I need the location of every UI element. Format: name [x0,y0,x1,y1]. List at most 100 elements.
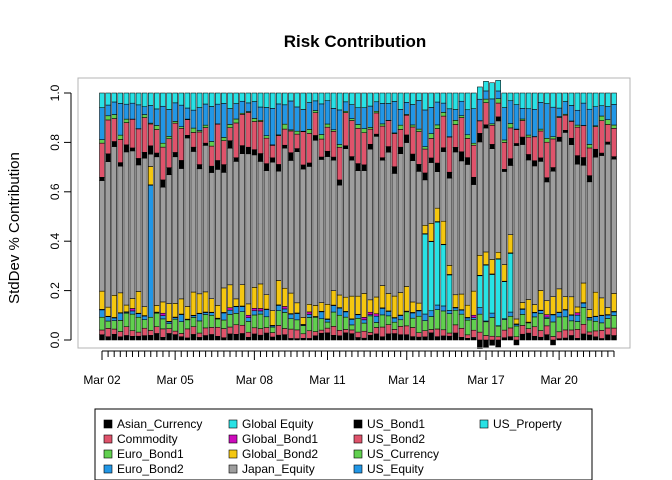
bar-segment [129,118,136,149]
bar-segment [580,324,587,335]
bar-segment [495,80,501,92]
bar-segment [471,329,477,338]
bar-segment [416,131,422,165]
bar-segment [239,311,245,326]
legend-item: US_Currency [353,447,439,461]
legend-swatch [228,434,238,444]
bar-stack [215,92,221,341]
bar-segment [330,159,337,291]
bar-stack [294,92,300,341]
bar-segment [135,316,142,333]
bar-segment [257,328,264,336]
bar-segment [269,336,276,341]
bar-segment [507,123,514,129]
bar-segment [367,334,373,341]
bar-stack [257,92,264,341]
bar-segment [525,134,532,138]
bar-segment [215,326,221,337]
bar-segment [263,107,270,136]
bar-segment [373,92,380,103]
bar-segment [202,335,209,341]
bar-segment [464,319,471,336]
bar-segment [416,310,422,317]
bar-segment [318,329,325,334]
bar-segment [306,166,313,305]
legend-item: Global_Bond2 [228,447,318,461]
legend-label: Asian_Currency [117,417,202,431]
bar-segment [312,335,319,341]
bar-segment [397,319,404,327]
bar-segment [367,105,373,128]
bar-segment [99,92,105,108]
bar-segment [251,101,258,119]
bar-segment [294,92,300,108]
bar-segment [245,303,252,316]
bar-segment [611,327,617,336]
bar-stack [263,92,270,341]
bar-segment [141,92,148,108]
bar-segment [397,326,404,335]
bar-segment [471,314,477,318]
bar-segment [330,326,337,336]
bar-segment [519,136,526,145]
bar-segment [446,177,453,266]
bar-segment [599,330,605,339]
bar-segment [477,339,483,350]
bar-segment [343,311,349,318]
bar-segment [495,258,501,327]
bar-segment [531,92,538,110]
bar-segment [592,126,599,150]
bar-segment [208,92,215,107]
bar-segment [208,327,215,335]
bar-segment [123,335,130,341]
bar-segment [367,92,373,107]
bar-segment [318,156,325,160]
bar-segment [312,331,319,337]
bar-segment [397,124,404,130]
bar-segment [221,337,227,341]
bar-segment [367,143,373,150]
bar-segment [525,328,532,334]
bar-segment [306,129,313,134]
bar-segment [605,119,611,125]
bar-segment [208,312,215,316]
bar-segment [330,156,337,161]
bar-segment [196,332,203,338]
bar-segment [141,114,148,118]
bar-segment [495,102,501,118]
bar-segment [525,299,532,323]
bar-stack [434,92,440,341]
bar-segment [239,153,245,285]
bar-segment [605,314,611,319]
bar-segment [184,92,191,109]
y-tick-label: 0.8 [48,134,62,151]
bar-segment [117,165,124,294]
bar-segment [227,147,233,286]
bar-segment [373,136,380,298]
bar-segment [288,292,294,314]
legend-label: US_Equity [367,462,424,476]
bar-segment [123,312,130,327]
bar-segment [221,287,227,313]
bar-segment [428,332,434,341]
bar-segment [605,334,611,341]
bar-segment [531,160,538,167]
bar-segment [538,310,544,314]
bar-segment [233,118,239,124]
bar-stack [605,92,611,341]
bar-segment [373,333,380,341]
bar-segment [275,305,282,311]
bar-segment [245,317,252,322]
bar-segment [324,156,331,305]
bar-segment [483,124,489,129]
bar-segment [379,285,386,309]
bar-segment [422,224,428,234]
bar-segment [318,159,325,303]
bar-segment [275,334,282,341]
bar-segment [123,144,130,153]
bar-segment [129,150,136,299]
y-axis-label: StdDev % Contribution [6,152,23,304]
bar-segment [294,313,300,321]
bar-segment [355,318,361,333]
bar-segment [367,148,373,301]
